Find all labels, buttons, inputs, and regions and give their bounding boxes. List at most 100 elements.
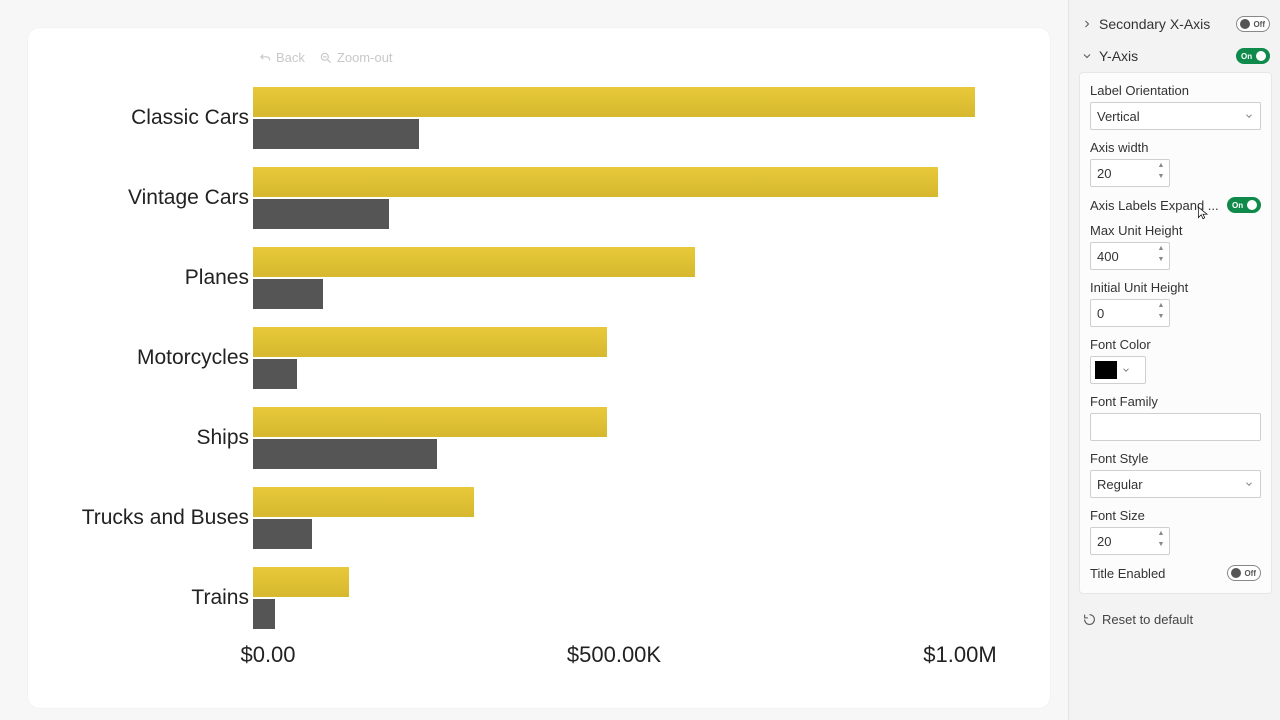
properties-panel: Secondary X-Axis Y-Axis Label Orientatio… <box>1068 0 1280 720</box>
x-tick: $0.00 <box>218 642 318 668</box>
section-title: Secondary X-Axis <box>1099 16 1210 32</box>
zoom-out-button[interactable]: Zoom-out <box>319 50 393 65</box>
max-unit-height-input[interactable]: 400 ▲▼ <box>1090 242 1170 270</box>
field-label: Title Enabled <box>1090 566 1165 581</box>
bar-series-a[interactable] <box>253 487 474 517</box>
step-up[interactable]: ▲ <box>1155 530 1167 541</box>
axis-width-input[interactable]: 20 ▲▼ <box>1090 159 1170 187</box>
bar-series-a[interactable] <box>253 167 938 197</box>
bar-group <box>253 478 990 558</box>
title-enabled-toggle[interactable] <box>1227 565 1261 581</box>
field-label: Max Unit Height <box>1090 223 1261 238</box>
back-label: Back <box>276 50 305 65</box>
y-axis-label: Vintage Cars <box>28 158 253 238</box>
bar-group <box>253 158 990 238</box>
field-axis-width: Axis width 20 ▲▼ <box>1090 140 1261 187</box>
chart-body: Classic CarsVintage CarsPlanesMotorcycle… <box>28 78 1050 638</box>
bar-group <box>253 238 990 318</box>
field-font-size: Font Size 20 ▲▼ <box>1090 508 1261 555</box>
field-title-enabled: Title Enabled <box>1090 565 1261 581</box>
bar-series-a[interactable] <box>253 327 607 357</box>
chevron-down-icon <box>1121 365 1131 375</box>
chart-area: Back Zoom-out Classic CarsVintage CarsPl… <box>0 0 1068 720</box>
field-label-orientation: Label Orientation Vertical <box>1090 83 1261 130</box>
select-value: Regular <box>1097 477 1143 492</box>
field-label: Label Orientation <box>1090 83 1261 98</box>
back-icon <box>258 51 272 65</box>
input-value: 0 <box>1097 306 1104 321</box>
step-down[interactable]: ▼ <box>1155 256 1167 267</box>
field-font-color: Font Color <box>1090 337 1261 384</box>
step-up[interactable]: ▲ <box>1155 162 1167 173</box>
bar-group <box>253 558 990 638</box>
x-axis: $0.00 $500.00K $1.00M <box>28 642 1050 668</box>
label-orientation-select[interactable]: Vertical <box>1090 102 1261 130</box>
step-down[interactable]: ▼ <box>1155 313 1167 324</box>
select-value: Vertical <box>1097 109 1140 124</box>
y-axis-label: Ships <box>28 398 253 478</box>
y-axis-toggle[interactable] <box>1236 48 1270 64</box>
font-family-input[interactable] <box>1090 413 1261 441</box>
section-secondary-x-axis[interactable]: Secondary X-Axis <box>1079 8 1272 40</box>
field-label: Initial Unit Height <box>1090 280 1261 295</box>
bar-series-b[interactable] <box>253 599 275 629</box>
step-down[interactable]: ▼ <box>1155 541 1167 552</box>
bars-area <box>253 78 990 638</box>
x-tick: $1.00M <box>910 642 1010 668</box>
field-label: Font Size <box>1090 508 1261 523</box>
bar-series-b[interactable] <box>253 119 419 149</box>
chevron-down-icon <box>1244 479 1254 489</box>
reset-label: Reset to default <box>1102 612 1193 627</box>
font-color-picker[interactable] <box>1090 356 1146 384</box>
font-size-input[interactable]: 20 ▲▼ <box>1090 527 1170 555</box>
field-label: Axis width <box>1090 140 1261 155</box>
bar-series-a[interactable] <box>253 407 607 437</box>
field-initial-unit-height: Initial Unit Height 0 ▲▼ <box>1090 280 1261 327</box>
bar-series-b[interactable] <box>253 359 297 389</box>
bar-series-b[interactable] <box>253 439 437 469</box>
input-value: 400 <box>1097 249 1119 264</box>
chevron-down-icon <box>1081 50 1093 62</box>
y-axis-settings: Label Orientation Vertical Axis width 20… <box>1079 72 1272 594</box>
chevron-right-icon <box>1081 18 1093 30</box>
bar-series-b[interactable] <box>253 279 323 309</box>
step-down[interactable]: ▼ <box>1155 173 1167 184</box>
zoom-out-label: Zoom-out <box>337 50 393 65</box>
section-title: Y-Axis <box>1099 48 1138 64</box>
field-label: Font Color <box>1090 337 1261 352</box>
bar-group <box>253 398 990 478</box>
field-label: Font Style <box>1090 451 1261 466</box>
back-button[interactable]: Back <box>258 50 305 65</box>
chart-card: Back Zoom-out Classic CarsVintage CarsPl… <box>28 28 1050 708</box>
reset-to-default[interactable]: Reset to default <box>1079 604 1272 635</box>
axis-labels-expand-toggle[interactable] <box>1227 197 1261 213</box>
bar-series-a[interactable] <box>253 247 695 277</box>
initial-unit-height-input[interactable]: 0 ▲▼ <box>1090 299 1170 327</box>
step-up[interactable]: ▲ <box>1155 302 1167 313</box>
input-value: 20 <box>1097 166 1111 181</box>
field-label: Axis Labels Expand ... <box>1090 198 1219 213</box>
x-tick: $500.00K <box>564 642 664 668</box>
step-up[interactable]: ▲ <box>1155 245 1167 256</box>
input-value: 20 <box>1097 534 1111 549</box>
y-axis-label: Trains <box>28 558 253 638</box>
y-axis-label: Motorcycles <box>28 318 253 398</box>
bar-series-b[interactable] <box>253 199 389 229</box>
chart-toolbar: Back Zoom-out <box>258 50 393 65</box>
bar-series-a[interactable] <box>253 87 975 117</box>
section-y-axis[interactable]: Y-Axis <box>1079 40 1272 72</box>
font-style-select[interactable]: Regular <box>1090 470 1261 498</box>
y-axis-labels: Classic CarsVintage CarsPlanesMotorcycle… <box>28 78 253 638</box>
field-font-family: Font Family <box>1090 394 1261 441</box>
bar-group <box>253 78 990 158</box>
y-axis-label: Planes <box>28 238 253 318</box>
field-label: Font Family <box>1090 394 1261 409</box>
bar-series-a[interactable] <box>253 567 349 597</box>
bar-group <box>253 318 990 398</box>
bar-series-b[interactable] <box>253 519 312 549</box>
y-axis-label: Classic Cars <box>28 78 253 158</box>
secondary-x-toggle[interactable] <box>1236 16 1270 32</box>
field-font-style: Font Style Regular <box>1090 451 1261 498</box>
zoom-out-icon <box>319 51 333 65</box>
color-swatch <box>1095 361 1117 379</box>
